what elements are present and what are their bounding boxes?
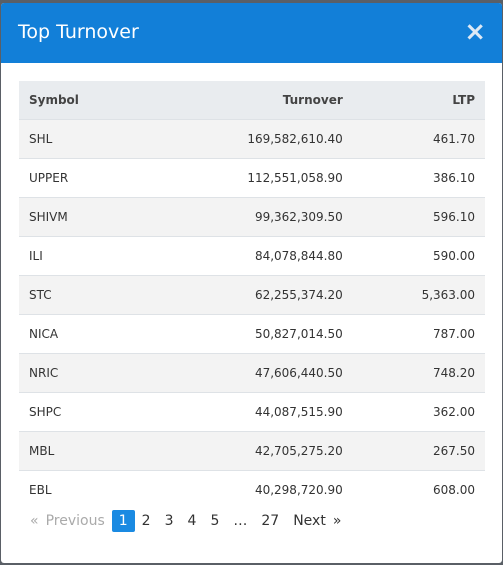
pagination: « Previous 1 2 3 4 5 … 27 Next » — [23, 510, 348, 532]
table-header: Symbol Turnover LTP — [19, 81, 485, 120]
prev-icon: « — [30, 513, 39, 529]
turnover-table: Symbol Turnover LTP SHL 169,582,610.40 461.7… — [19, 81, 485, 509]
table-body: SHL 169,582,610.40 461.70 UPPER 112,551,058.… — [19, 119, 485, 509]
table-cell: EBL — [19, 470, 145, 509]
table-cell: 608.00 — [352, 470, 485, 509]
table-row: NICA 50,827,014.50 787.00 — [19, 314, 485, 354]
page-list: 1 2 3 4 5 … 27 — [111, 510, 286, 532]
table-cell: 84,078,844.80 — [144, 236, 353, 276]
column-header: LTP — [352, 81, 485, 120]
table-row: UPPER 112,551,058.90 386.10 — [19, 158, 485, 198]
table-cell: 461.70 — [352, 119, 485, 159]
prev-button: Previous — [45, 513, 105, 529]
next-button[interactable]: Next — [293, 513, 326, 529]
page-button[interactable]: 4 — [187, 513, 197, 529]
table-cell: 267.50 — [352, 431, 485, 471]
table-cell: 42,705,275.20 — [144, 431, 353, 471]
table-cell: 169,582,610.40 — [144, 119, 353, 159]
table-row: SHPC 44,087,515.90 362.00 — [19, 392, 485, 432]
table-cell: SHPC — [19, 392, 145, 432]
table-cell: 44,087,515.90 — [144, 392, 353, 432]
table-cell: 40,298,720.90 — [144, 470, 353, 509]
page-button[interactable]: 1 — [111, 510, 135, 532]
close-button[interactable]: × — [464, 17, 486, 47]
table-cell: NRIC — [19, 353, 145, 393]
table-cell: 596.10 — [352, 197, 485, 237]
table-row: STC 62,255,374.20 5,363.00 — [19, 275, 485, 315]
table-row: ILI 84,078,844.80 590.00 — [19, 236, 485, 276]
page-button[interactable]: … — [233, 513, 248, 529]
table-cell: STC — [19, 275, 145, 315]
table-cell: 112,551,058.90 — [144, 158, 353, 198]
page-button[interactable]: 5 — [210, 513, 220, 529]
modal-header: Top Turnover × — [1, 3, 502, 63]
table-cell: 386.10 — [352, 158, 485, 198]
modal: Top Turnover × Symbol Turnover LTP SHL 169,… — [1, 3, 502, 563]
column-header: Turnover — [144, 81, 353, 120]
table-cell: UPPER — [19, 158, 145, 198]
table-cell: 748.20 — [352, 353, 485, 393]
table-cell: NICA — [19, 314, 145, 354]
table-cell: 362.00 — [352, 392, 485, 432]
table-cell: ILI — [19, 236, 145, 276]
table-cell: MBL — [19, 431, 145, 471]
table-row: SHIVM 99,362,309.50 596.10 — [19, 197, 485, 237]
page-button[interactable]: 3 — [164, 513, 174, 529]
table-row: SHL 169,582,610.40 461.70 — [19, 119, 485, 159]
table-cell: 787.00 — [352, 314, 485, 354]
column-header: Symbol — [19, 81, 145, 120]
table-cell: 47,606,440.50 — [144, 353, 353, 393]
table-row: EBL 40,298,720.90 608.00 — [19, 470, 485, 509]
table-row: NRIC 47,606,440.50 748.20 — [19, 353, 485, 393]
modal-title: Top Turnover — [18, 21, 139, 43]
table-cell: 590.00 — [352, 236, 485, 276]
table-cell: 99,362,309.50 — [144, 197, 353, 237]
next-icon[interactable]: » — [332, 513, 342, 529]
table-cell: 62,255,374.20 — [144, 275, 353, 315]
table-row: MBL 42,705,275.20 267.50 — [19, 431, 485, 471]
page-button[interactable]: 2 — [141, 513, 151, 529]
page-button[interactable]: 27 — [261, 513, 280, 529]
table-cell: SHL — [19, 119, 145, 159]
table-cell: 50,827,014.50 — [144, 314, 353, 354]
table-cell: 5,363.00 — [352, 275, 485, 315]
table-cell: SHIVM — [19, 197, 145, 237]
